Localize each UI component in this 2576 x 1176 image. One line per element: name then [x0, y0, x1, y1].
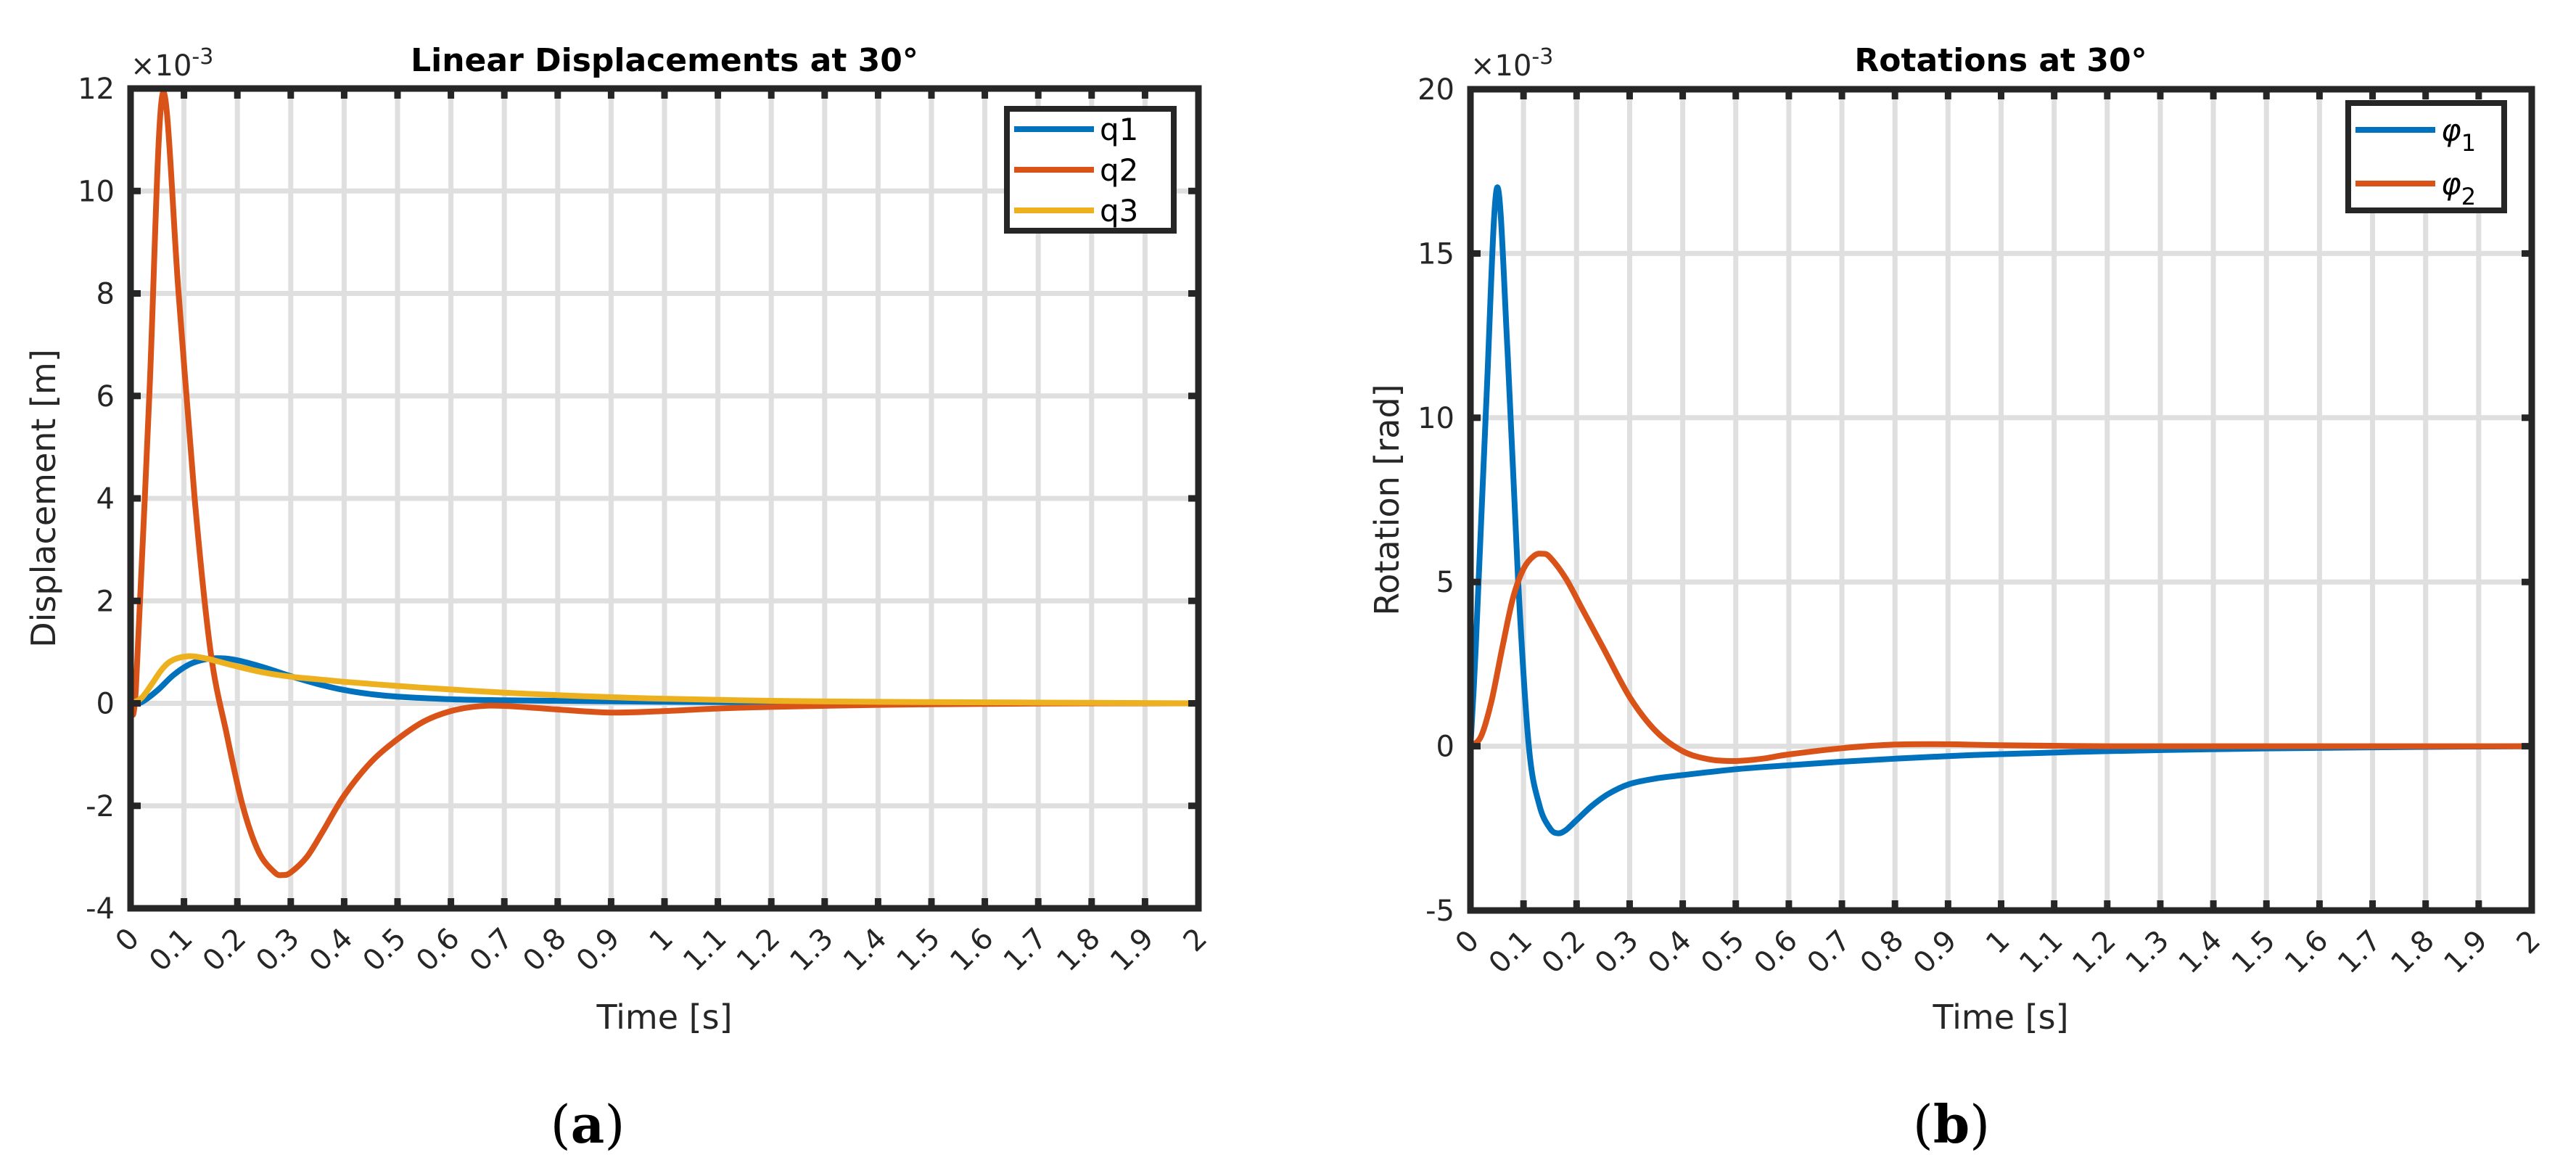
x-tick-label: 1.3 — [783, 922, 840, 979]
chart-title: Linear Displacements at 30° — [411, 42, 918, 79]
x-tick-label: 1.6 — [2279, 924, 2335, 981]
x-tick-label: 1.9 — [2437, 924, 2494, 981]
x-tick-label: 0.2 — [1536, 924, 1592, 981]
x-tick-label: 1 — [643, 922, 680, 959]
x-tick-label: 0.2 — [197, 922, 253, 979]
x-tick-label: 1.4 — [837, 922, 894, 979]
x-tick-label: 0.9 — [1907, 924, 1964, 981]
x-tick-label: 1.9 — [1104, 922, 1161, 979]
x-tick-label: 0.5 — [1695, 924, 1751, 981]
figure-caption-a: (a) — [551, 1093, 625, 1155]
x-tick-label: 2 — [2511, 924, 2548, 961]
y-tick-label: 2 — [96, 585, 115, 618]
y-tick-label: 0 — [96, 688, 115, 721]
x-tick-label: 1.6 — [944, 922, 1000, 979]
y-tick-label: 10 — [1417, 402, 1454, 435]
x-tick-label: 1.7 — [2332, 924, 2388, 981]
x-tick-label: 0.4 — [303, 922, 360, 979]
x-tick-label: 0.1 — [1483, 924, 1539, 981]
x-tick-label: 1.8 — [2384, 924, 2441, 981]
y-tick-label: 15 — [1417, 237, 1454, 271]
chart-panel-b: 00.10.20.30.40.50.60.70.80.9 11.11.21.31.… — [1367, 42, 2547, 1155]
y-tick-label: 5 — [1436, 566, 1454, 599]
chart-title: Rotations at 30° — [1854, 42, 2147, 79]
x-tick-label: 0.3 — [1589, 924, 1645, 981]
x-tick-label: 0.8 — [1854, 924, 1911, 981]
x-tick-label: 1.4 — [2173, 924, 2229, 981]
x-tick-label: 0.7 — [1801, 924, 1858, 981]
x-tick-label: 1.5 — [891, 922, 947, 979]
series-line-2 — [131, 89, 1198, 879]
y-tick-label: 12 — [78, 73, 115, 106]
legend-label: q2 — [1100, 152, 1138, 188]
chart-panel-a: 00.10.20.30.40.50.60.70.80.9 11.11.21.31.… — [24, 42, 1214, 1155]
x-tick-label: 0.3 — [250, 922, 306, 979]
legend-label: q1 — [1100, 112, 1138, 147]
grid-lines — [131, 89, 1198, 908]
legend-label: φ1 — [2441, 112, 2476, 157]
y-tick-label: -2 — [86, 790, 115, 823]
series-line-2 — [1470, 551, 2532, 765]
legend-box — [2345, 100, 2507, 213]
axes-frame — [127, 85, 1202, 912]
x-tick-label: 0.1 — [143, 922, 199, 979]
x-tick-label: 0.4 — [1642, 924, 1698, 981]
y-tick-label: -4 — [86, 892, 115, 926]
legend-item: φ2 — [2355, 166, 2476, 210]
legend-label: φ2 — [2441, 166, 2476, 210]
x-tick-label: 1.2 — [731, 922, 787, 979]
x-tick-label: 0.7 — [464, 922, 520, 979]
series-line-3 — [131, 653, 1198, 707]
y-exponent-label: ×10-3 — [1470, 44, 1553, 83]
legend-item: φ1 — [2355, 112, 2476, 157]
x-axis-label: Time [s] — [1932, 998, 2068, 1037]
x-tick-label: 0 — [110, 922, 147, 959]
plot-lines — [131, 89, 1198, 879]
y-tick-label: 10 — [78, 175, 115, 208]
legend-label: q3 — [1100, 193, 1138, 229]
legend: q1 q2 q3 — [1004, 106, 1177, 234]
x-tick-label: 0.9 — [570, 922, 627, 979]
x-tick-label: 0.6 — [1748, 924, 1804, 981]
legend-item: q2 — [1014, 152, 1138, 188]
grid-lines — [1470, 89, 2532, 910]
x-tick-label: 0 — [1449, 924, 1486, 961]
y-tick-label: -5 — [1425, 895, 1454, 928]
axes-frame — [1467, 86, 2535, 914]
y-tick-label: 20 — [1417, 73, 1454, 107]
legend-item: q1 — [1014, 112, 1138, 147]
x-tick-label: 0.8 — [517, 922, 573, 979]
y-exponent-label: ×10-3 — [131, 44, 213, 83]
x-tick-label: 2 — [1177, 922, 1214, 959]
x-tick-label: 1.1 — [677, 922, 733, 979]
x-tick-label: 0.6 — [410, 922, 466, 979]
y-tick-label: 4 — [96, 482, 115, 516]
y-tick-label: 8 — [96, 278, 115, 311]
plot-lines — [1470, 184, 2532, 836]
series-line-1 — [1470, 184, 2532, 836]
figure-caption-b: (b) — [1913, 1093, 1991, 1155]
x-tick-label: 1.7 — [997, 922, 1054, 979]
y-axis-label: Rotation [rad] — [1367, 384, 1407, 615]
y-axis-label: Displacement [m] — [24, 349, 63, 648]
y-tick-label: 0 — [1436, 731, 1454, 764]
x-tick-label: 1.3 — [2120, 924, 2176, 981]
x-axis-label: Time [s] — [596, 998, 732, 1037]
x-tick-label: 1.5 — [2226, 924, 2282, 981]
x-tick-label: 1.1 — [2013, 924, 2070, 981]
x-tick-label: 1.2 — [2066, 924, 2123, 981]
x-tick-label: 0.5 — [357, 922, 413, 979]
legend-item: q3 — [1014, 193, 1138, 229]
y-tick-label: 6 — [96, 380, 115, 414]
x-tick-label: 1 — [1980, 924, 2017, 961]
x-tick-label: 1.8 — [1050, 922, 1107, 979]
